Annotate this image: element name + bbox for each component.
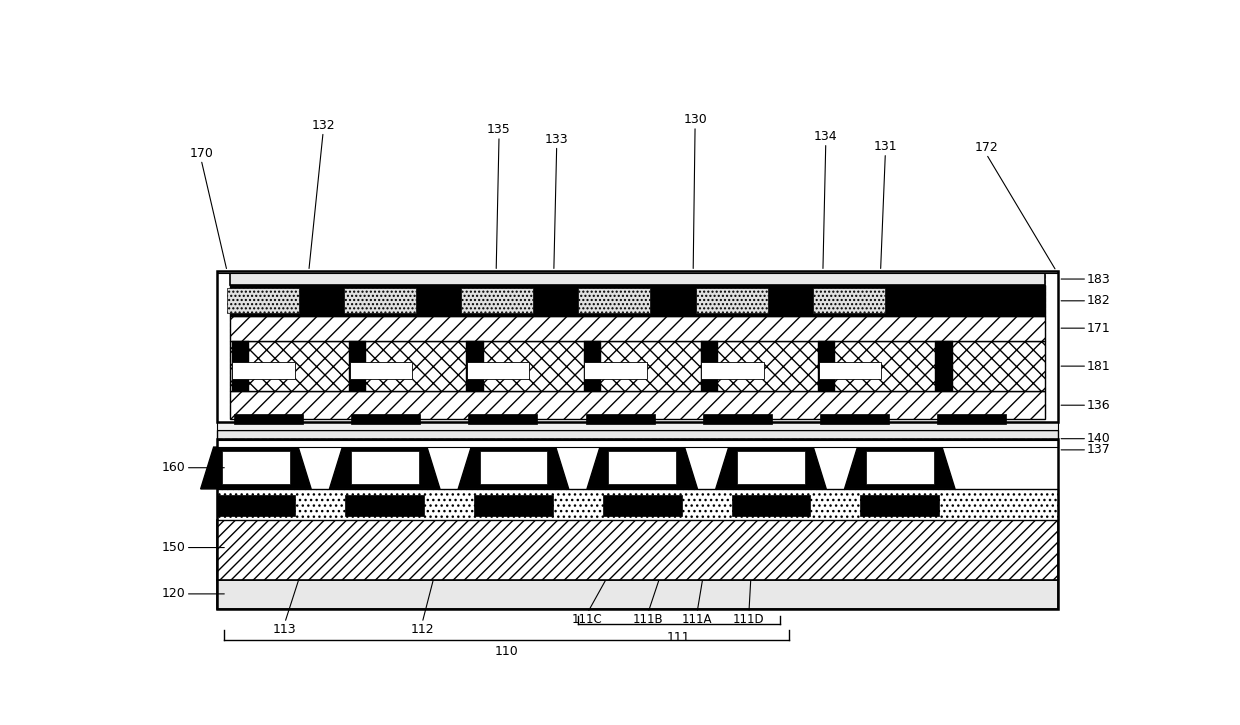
Bar (812, 288, 885, 313)
Bar (469, 413, 537, 423)
Polygon shape (844, 447, 955, 489)
Bar (866, 451, 934, 484)
Bar (222, 451, 290, 484)
Text: 130: 130 (683, 113, 707, 126)
Bar (861, 494, 939, 515)
Bar (229, 392, 1045, 419)
Bar (578, 288, 651, 313)
Polygon shape (330, 447, 440, 489)
Bar (217, 271, 1058, 422)
Bar (217, 430, 1058, 439)
Bar (343, 288, 415, 313)
Bar (229, 273, 1045, 285)
Bar (935, 341, 952, 392)
Text: 111C: 111C (572, 613, 603, 626)
Bar (609, 451, 676, 484)
Text: 111D: 111D (733, 613, 765, 626)
Bar (461, 288, 533, 313)
Bar (584, 362, 646, 378)
Bar (351, 413, 420, 423)
Bar (584, 341, 601, 392)
Bar (217, 422, 1058, 430)
Bar (818, 341, 836, 392)
Bar (350, 341, 367, 392)
Bar (217, 580, 1058, 609)
Bar (227, 288, 299, 313)
Text: 171: 171 (1087, 322, 1111, 335)
Bar (350, 362, 412, 378)
Text: 160: 160 (162, 461, 186, 474)
Polygon shape (715, 447, 826, 489)
Text: 140: 140 (1087, 432, 1111, 445)
Bar (701, 341, 718, 392)
Bar (466, 362, 529, 378)
Text: 110: 110 (495, 645, 518, 658)
Bar (585, 413, 655, 423)
Text: 120: 120 (162, 587, 186, 600)
Bar (345, 494, 424, 515)
Bar (232, 341, 249, 392)
Bar (820, 413, 889, 423)
Bar (217, 494, 295, 515)
Bar (702, 362, 764, 378)
Bar (466, 341, 484, 392)
Text: 131: 131 (873, 140, 898, 153)
Bar (229, 341, 1045, 392)
Text: 113: 113 (273, 623, 296, 636)
Text: 182: 182 (1087, 294, 1111, 307)
Bar (732, 494, 811, 515)
Bar (480, 451, 547, 484)
Bar (217, 440, 1058, 447)
Polygon shape (201, 447, 311, 489)
Text: 137: 137 (1087, 444, 1111, 456)
Bar (229, 275, 1045, 418)
Bar (474, 494, 553, 515)
Bar (937, 413, 1007, 423)
Text: 150: 150 (162, 541, 186, 554)
Bar (818, 362, 882, 378)
Bar (229, 316, 1045, 341)
Text: 112: 112 (410, 623, 434, 636)
Bar (217, 520, 1058, 580)
Text: 136: 136 (1087, 399, 1111, 412)
Bar (217, 489, 1058, 520)
Text: 183: 183 (1087, 273, 1111, 286)
Bar (737, 451, 805, 484)
Text: 132: 132 (311, 119, 335, 132)
Text: 134: 134 (813, 130, 837, 143)
Bar (603, 494, 682, 515)
Bar (232, 362, 295, 378)
Text: 135: 135 (487, 123, 511, 136)
Bar (351, 451, 419, 484)
Text: 111: 111 (667, 631, 691, 644)
Text: 111A: 111A (682, 613, 712, 626)
Bar (234, 413, 303, 423)
Text: 172: 172 (975, 141, 998, 154)
Bar (217, 271, 1058, 273)
Text: 111B: 111B (632, 613, 663, 626)
Bar (703, 413, 773, 423)
Text: 181: 181 (1087, 360, 1111, 373)
Text: 133: 133 (544, 133, 568, 146)
Text: 170: 170 (190, 146, 213, 160)
Bar (229, 285, 1045, 316)
Bar (696, 288, 768, 313)
Polygon shape (459, 447, 569, 489)
Bar (217, 439, 1058, 609)
Polygon shape (587, 447, 697, 489)
